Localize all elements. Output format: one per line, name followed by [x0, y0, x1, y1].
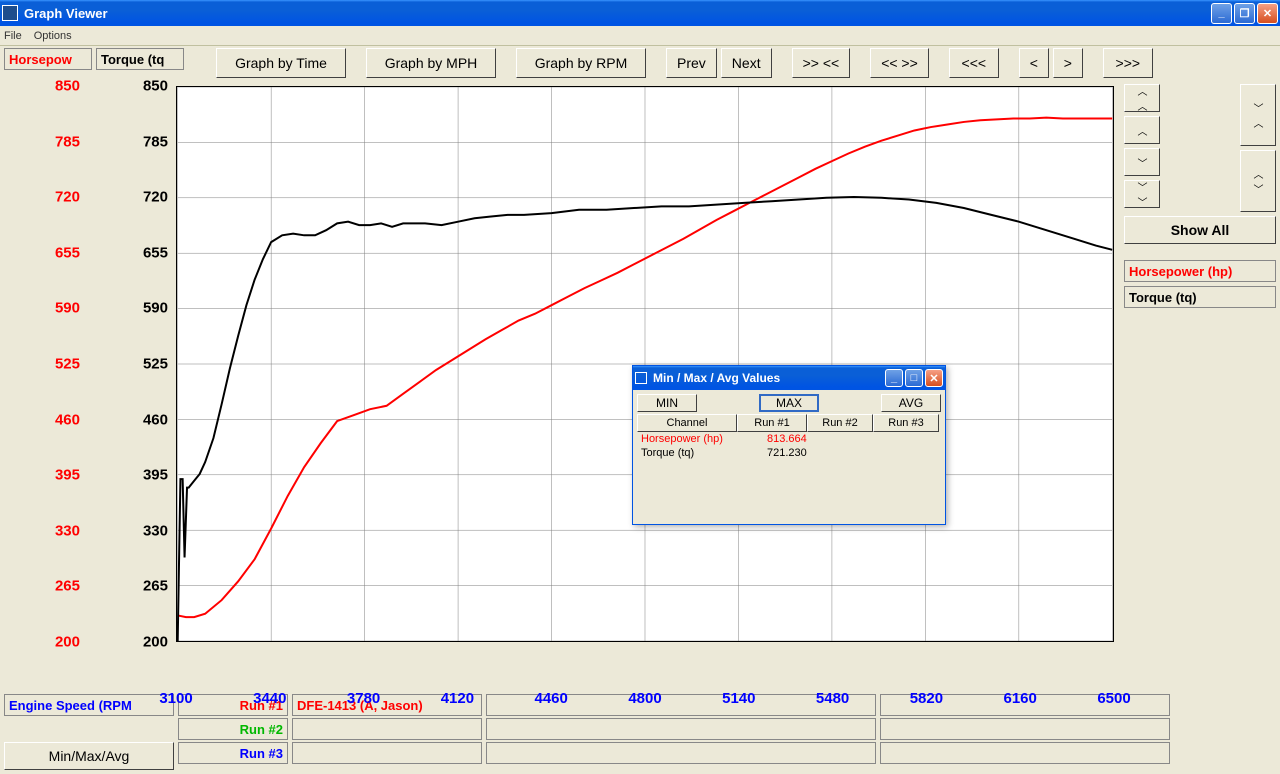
- y-tick-label: 590: [143, 300, 168, 317]
- minmaxavg-button[interactable]: Min/Max/Avg: [4, 742, 174, 770]
- y-tick-label: 525: [55, 356, 80, 373]
- y-tick-label: 460: [55, 411, 80, 428]
- minmaxavg-dialog: Min / Max / Avg Values _ □ ✕ MIN MAX AVG…: [632, 365, 946, 525]
- close-button[interactable]: ✕: [1257, 3, 1278, 24]
- y-tick-label: 330: [143, 522, 168, 539]
- scroll-up-fast-button[interactable]: ︿︿: [1124, 84, 1160, 112]
- x-tick-label: 4120: [441, 690, 474, 707]
- toolbar: Horsepow Torque (tq Graph by Time Graph …: [0, 46, 1280, 80]
- y-tick-label: 265: [143, 578, 168, 595]
- x-tick-label: 3780: [347, 690, 380, 707]
- y-tick-label: 850: [55, 78, 80, 95]
- menu-file[interactable]: File: [4, 30, 22, 42]
- y-tick-label: 200: [55, 634, 80, 651]
- x-tick-label: 5480: [816, 690, 849, 707]
- menubar: File Options: [0, 26, 1280, 46]
- info-box-3: [486, 742, 876, 764]
- next-button[interactable]: Next: [721, 48, 772, 78]
- y-tick-label: 655: [143, 244, 168, 261]
- graph-by-time-button[interactable]: Graph by Time: [216, 48, 346, 78]
- dyno-chart: [176, 86, 1114, 642]
- y-tick-label: 330: [55, 522, 80, 539]
- dialog-maximize-button[interactable]: □: [905, 369, 923, 387]
- y-tick-label: 720: [143, 189, 168, 206]
- scroll-down-button[interactable]: ﹀: [1124, 148, 1160, 176]
- zoom-y-in-button[interactable]: ﹀︿: [1240, 84, 1276, 146]
- x-tick-label: 5140: [722, 690, 755, 707]
- y-tick-label: 785: [143, 133, 168, 150]
- step-left-button[interactable]: <: [1019, 48, 1049, 78]
- restore-button[interactable]: ❐: [1234, 3, 1255, 24]
- step-right-button[interactable]: >: [1053, 48, 1083, 78]
- y-tick-label: 200: [143, 634, 168, 651]
- dialog-min-button[interactable]: MIN: [637, 394, 697, 412]
- info-box-6: [880, 742, 1170, 764]
- x-tick-label: 6160: [1004, 690, 1037, 707]
- scroll-up-button[interactable]: ︿: [1124, 116, 1160, 144]
- dialog-data-row: Horsepower (hp)813.664: [637, 432, 941, 446]
- legend-tq[interactable]: Torque (tq): [1124, 286, 1276, 308]
- y-tick-label: 525: [143, 356, 168, 373]
- dialog-col-channel[interactable]: Channel: [637, 414, 737, 432]
- y-tick-label: 590: [55, 300, 80, 317]
- dialog-minimize-button[interactable]: _: [885, 369, 903, 387]
- y-tick-label: 395: [143, 467, 168, 484]
- dialog-max-button[interactable]: MAX: [759, 394, 819, 412]
- dialog-titlebar[interactable]: Min / Max / Avg Values _ □ ✕: [633, 366, 945, 390]
- right-panel: ︿︿ ︿ ﹀ ﹀﹀ ﹀︿ ︿﹀ Show All Horsepower (hp)…: [1120, 80, 1280, 690]
- dialog-title: Min / Max / Avg Values: [653, 371, 885, 385]
- show-all-button[interactable]: Show All: [1124, 216, 1276, 244]
- x-axis: 3100344037804120446048005140548058206160…: [176, 690, 1120, 712]
- y-tick-label: 460: [143, 411, 168, 428]
- y-tick-label: 265: [55, 578, 80, 595]
- x-tick-label: 4800: [628, 690, 661, 707]
- zoom-y-out-button[interactable]: ︿﹀: [1240, 150, 1276, 212]
- y-tick-label: 395: [55, 467, 80, 484]
- main-titlebar: Graph Viewer _ ❐ ✕: [0, 0, 1280, 26]
- y-axis-tq: 200 265 330 395 460 525 590 655 720 785 850: [88, 80, 176, 690]
- prev-button[interactable]: Prev: [666, 48, 717, 78]
- dialog-col-run2[interactable]: Run #2: [807, 414, 873, 432]
- app-icon: [2, 5, 18, 21]
- dialog-close-button[interactable]: ✕: [925, 369, 943, 387]
- dialog-icon: [635, 372, 647, 384]
- y-axis-hp: 200 265 330 395 460 525 590 655 720 785 850: [0, 80, 88, 690]
- dialog-body: MIN MAX AVG Channel Run #1 Run #2 Run #3…: [633, 390, 945, 524]
- dfe-box-3: [292, 742, 482, 764]
- y-tick-label: 785: [55, 133, 80, 150]
- run-label: Run #3: [178, 742, 288, 764]
- graph-by-rpm-button[interactable]: Graph by RPM: [516, 48, 646, 78]
- axis-header-hp: Horsepow: [4, 48, 92, 70]
- graph-by-mph-button[interactable]: Graph by MPH: [366, 48, 496, 78]
- info-box-5: [880, 718, 1170, 740]
- minimize-button[interactable]: _: [1211, 3, 1232, 24]
- dialog-col-run3[interactable]: Run #3: [873, 414, 939, 432]
- x-tick-label: 6500: [1097, 690, 1130, 707]
- dialog-col-run1[interactable]: Run #1: [737, 414, 807, 432]
- x-tick-label: 4460: [535, 690, 568, 707]
- y-tick-label: 850: [143, 78, 168, 95]
- dialog-avg-button[interactable]: AVG: [881, 394, 941, 412]
- x-tick-label: 5820: [910, 690, 943, 707]
- scroll-down-fast-button[interactable]: ﹀﹀: [1124, 180, 1160, 208]
- window-title: Graph Viewer: [24, 6, 1211, 21]
- zoom-out-button[interactable]: >> <<: [792, 48, 851, 78]
- y-tick-label: 720: [55, 189, 80, 206]
- dialog-table-header: Channel Run #1 Run #2 Run #3: [637, 414, 941, 432]
- dialog-data-row: Torque (tq)721.230: [637, 446, 941, 460]
- dfe-box-2: [292, 718, 482, 740]
- engine-speed-label: Engine Speed (RPM: [4, 694, 174, 716]
- axis-header-tq: Torque (tq: [96, 48, 184, 70]
- y-tick-label: 655: [55, 244, 80, 261]
- info-box-2: [486, 718, 876, 740]
- rewind-button[interactable]: <<<: [949, 48, 999, 78]
- menu-options[interactable]: Options: [34, 30, 72, 42]
- dialog-rows: Horsepower (hp)813.664Torque (tq)721.230: [637, 432, 941, 460]
- x-tick-label: 3100: [159, 690, 192, 707]
- run-label: Run #2: [178, 718, 288, 740]
- x-tick-label: 3440: [253, 690, 286, 707]
- zoom-in-button[interactable]: << >>: [870, 48, 929, 78]
- legend-hp[interactable]: Horsepower (hp): [1124, 260, 1276, 282]
- forward-button[interactable]: >>>: [1103, 48, 1153, 78]
